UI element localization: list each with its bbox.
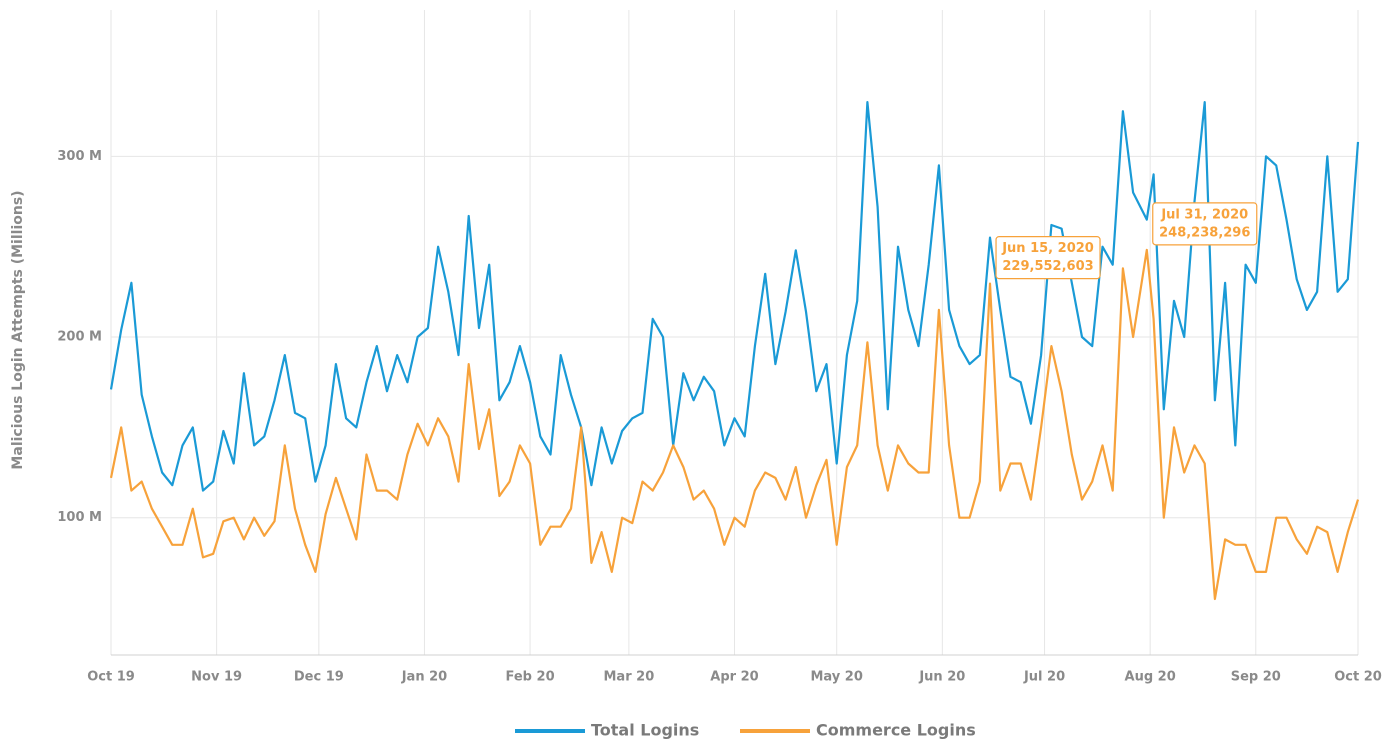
x-tick-label: Oct 20 — [1334, 670, 1382, 685]
annotation-value: 248,238,296 — [1159, 225, 1250, 240]
annotation-label: Jul 31, 2020 — [1160, 207, 1248, 222]
annotation: Jul 31, 2020 248,238,296 — [1152, 202, 1258, 246]
annotation-label: Jun 15, 2020 — [1001, 241, 1094, 256]
annotation-box — [1152, 202, 1258, 246]
x-tick-label: Jan 20 — [401, 670, 447, 685]
x-tick-label: Sep 20 — [1231, 670, 1281, 685]
x-tick-label: Feb 20 — [506, 670, 555, 685]
y-axis-label: Malicious Login Attempts (Millions) — [10, 190, 26, 469]
line-series — [109, 101, 1360, 492]
x-tick-label: Jun 20 — [918, 670, 965, 685]
annotation-value: 229,552,603 — [1002, 259, 1093, 274]
annotation: Jun 15, 2020 229,552,603 — [995, 236, 1101, 280]
y-tick-label: 200 M — [57, 330, 102, 345]
x-tick-label: Dec 19 — [294, 670, 344, 685]
x-tick-label: May 20 — [811, 670, 863, 685]
x-tick-label: Aug 20 — [1125, 670, 1176, 685]
y-tick-label: 100 M — [57, 510, 102, 525]
annotation-box — [995, 236, 1101, 280]
y-tick-label: 300 M — [57, 149, 102, 164]
legend-label: Total Logins — [591, 721, 699, 740]
x-tick-label: Nov 19 — [191, 670, 242, 685]
legend-label: Commerce Logins — [816, 721, 976, 740]
x-tick-label: Oct 19 — [87, 670, 135, 685]
x-tick-label: Mar 20 — [604, 670, 655, 685]
line-series — [109, 248, 1360, 601]
x-tick-label: Apr 20 — [710, 670, 758, 685]
x-tick-label: Jul 20 — [1023, 670, 1065, 685]
